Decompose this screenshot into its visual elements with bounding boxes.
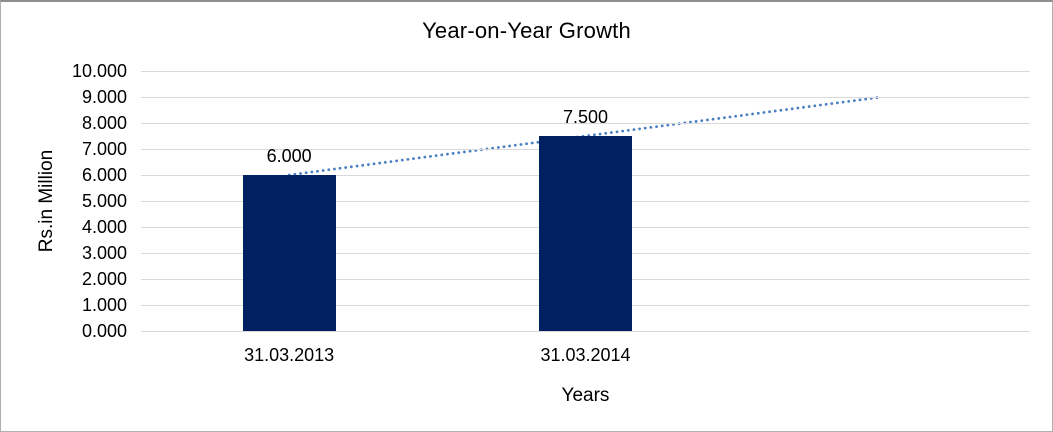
x-axis-labels: 31.03.2013 31.03.2014: [141, 345, 1030, 367]
bar-31.03.2013: [242, 175, 336, 331]
plot-area: 6.000 7.500: [141, 71, 1030, 332]
bar-31.03.2014: [539, 136, 632, 331]
bar-value-label: 6.000: [266, 146, 312, 166]
x-axis-title: Years: [561, 385, 610, 406]
gridline: [141, 331, 1030, 332]
y-tick-label: 6.000: [81, 165, 127, 185]
x-category-label: 31.03.2014: [540, 345, 631, 365]
y-tick-label: 2.000: [81, 269, 127, 289]
gridline: [141, 97, 1030, 98]
x-category-label: 31.03.2013: [244, 345, 335, 365]
y-tick-label: 5.000: [81, 191, 127, 211]
gridline: [141, 123, 1030, 124]
y-tick-label: 10.000: [71, 61, 127, 81]
y-tick-label: 8.000: [81, 113, 127, 133]
chart-title: Year-on-Year Growth: [422, 18, 631, 43]
y-tick-label: 3.000: [81, 243, 127, 263]
y-tick-label: 7.000: [81, 139, 127, 159]
y-axis-ticks: 10.000 9.000 8.000 7.000 6.000 5.000 4.000 3.00…: [1, 61, 127, 341]
y-tick-label: 4.000: [81, 217, 127, 237]
bar-value-label: 7.500: [562, 107, 609, 127]
y-tick-label: 9.000: [81, 87, 127, 107]
gridline: [141, 71, 1030, 72]
y-tick-label: 0.000: [81, 321, 127, 341]
y-tick-label: 1.000: [81, 295, 127, 315]
